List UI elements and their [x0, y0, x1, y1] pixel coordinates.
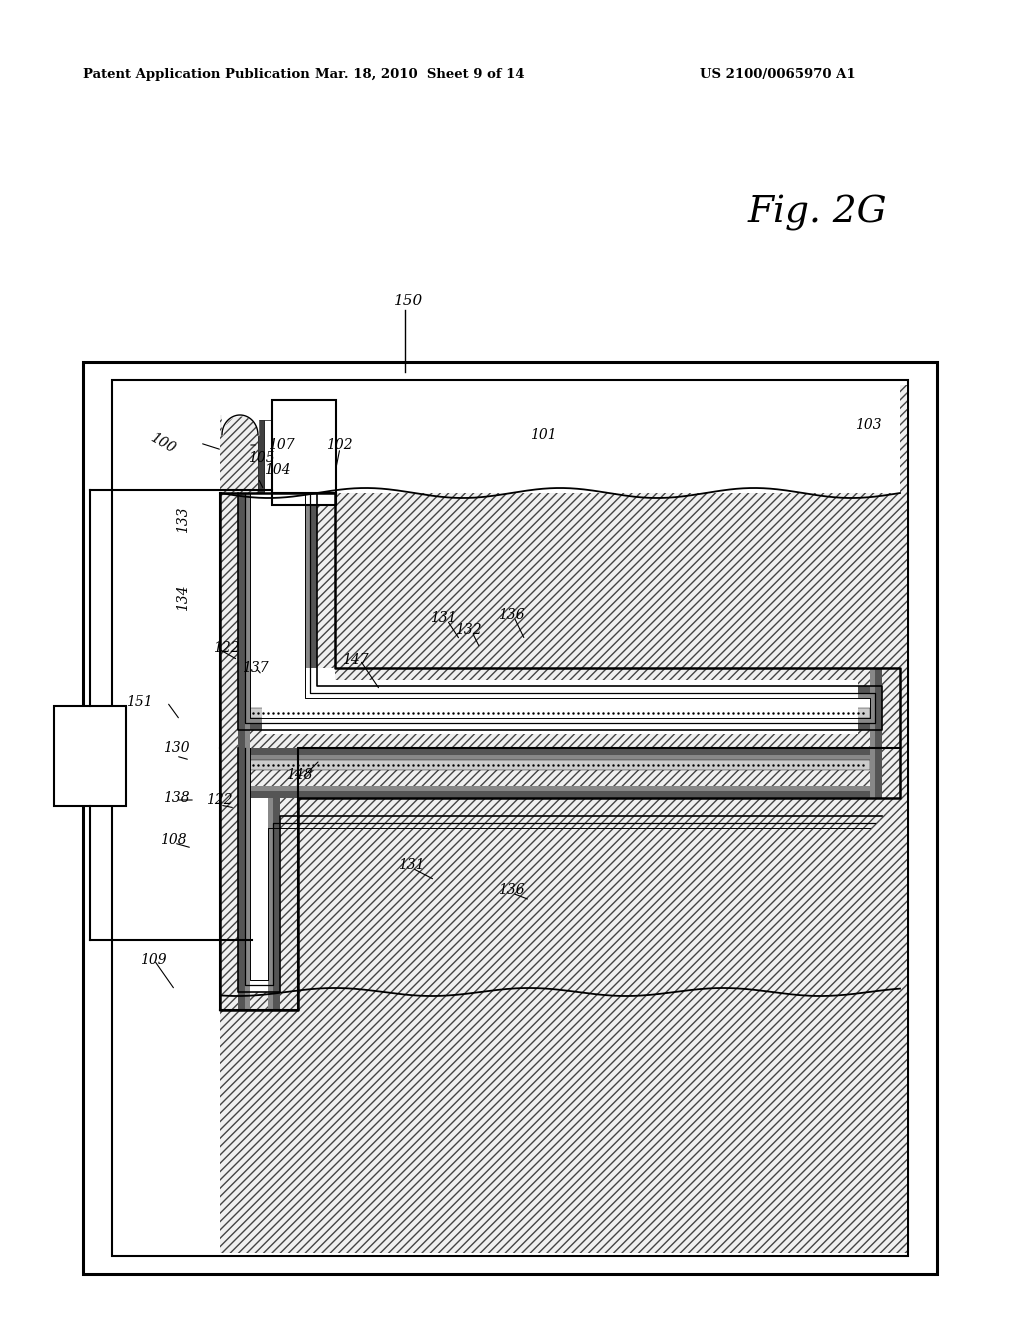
- Bar: [238, 668, 245, 748]
- Text: 131: 131: [398, 858, 425, 873]
- Bar: [882, 668, 900, 748]
- Text: 150: 150: [394, 294, 423, 308]
- Text: 105: 105: [248, 451, 274, 465]
- Bar: [870, 748, 874, 799]
- Bar: [874, 748, 882, 799]
- Bar: [238, 492, 245, 668]
- Bar: [220, 799, 238, 1010]
- Text: 102: 102: [326, 438, 352, 451]
- Bar: [335, 668, 900, 686]
- Text: 132: 132: [455, 623, 481, 638]
- Bar: [220, 748, 238, 799]
- Text: 137: 137: [242, 661, 268, 675]
- Text: 147: 147: [342, 653, 369, 667]
- Text: 134: 134: [176, 585, 190, 611]
- Bar: [870, 668, 874, 748]
- Text: 103: 103: [855, 418, 882, 432]
- Bar: [262, 680, 858, 734]
- Text: 100: 100: [148, 430, 178, 455]
- Bar: [220, 492, 238, 686]
- Text: Mar. 18, 2010  Sheet 9 of 14: Mar. 18, 2010 Sheet 9 of 14: [315, 69, 525, 81]
- Bar: [238, 791, 882, 799]
- Text: 122: 122: [206, 793, 232, 807]
- Bar: [220, 385, 900, 492]
- Bar: [305, 492, 310, 668]
- Bar: [250, 760, 870, 770]
- Bar: [335, 693, 882, 698]
- Bar: [220, 492, 335, 668]
- Text: 151: 151: [126, 696, 153, 709]
- Text: 131: 131: [430, 611, 457, 624]
- Bar: [117, 385, 907, 1253]
- Text: 136: 136: [498, 609, 524, 622]
- Bar: [298, 748, 900, 799]
- Text: 108: 108: [160, 833, 186, 847]
- Bar: [238, 718, 882, 723]
- Bar: [117, 385, 220, 1253]
- Text: 122: 122: [213, 642, 240, 655]
- Bar: [238, 723, 882, 730]
- Bar: [250, 708, 870, 718]
- Bar: [220, 668, 238, 748]
- Bar: [238, 785, 882, 791]
- Bar: [317, 492, 335, 668]
- Bar: [245, 748, 250, 799]
- Bar: [238, 748, 245, 799]
- Bar: [273, 799, 280, 1010]
- Bar: [54, 706, 126, 807]
- Text: Patent Application Publication: Patent Application Publication: [83, 69, 309, 81]
- Text: 104: 104: [264, 463, 291, 477]
- Text: 101: 101: [530, 428, 557, 442]
- Bar: [220, 414, 258, 492]
- Text: Fig. 2G: Fig. 2G: [748, 195, 888, 231]
- Bar: [245, 492, 250, 668]
- Text: 136: 136: [498, 883, 524, 898]
- Text: 133: 133: [176, 507, 190, 533]
- Bar: [264, 420, 272, 492]
- Bar: [258, 420, 264, 492]
- Bar: [882, 748, 900, 799]
- Bar: [245, 668, 250, 748]
- Bar: [280, 799, 298, 1010]
- Bar: [83, 362, 937, 1274]
- Text: 109: 109: [140, 953, 167, 968]
- Text: 138: 138: [163, 791, 189, 805]
- Bar: [238, 730, 900, 748]
- Bar: [220, 993, 298, 1010]
- Bar: [335, 686, 882, 693]
- Bar: [238, 748, 882, 755]
- Bar: [245, 799, 250, 1010]
- Bar: [874, 668, 882, 748]
- Bar: [220, 668, 900, 748]
- Bar: [310, 492, 317, 668]
- Bar: [220, 799, 298, 1010]
- Bar: [268, 799, 273, 1010]
- Text: US 2100/0065970 A1: US 2100/0065970 A1: [700, 69, 856, 81]
- Bar: [272, 400, 336, 506]
- Bar: [238, 755, 882, 760]
- Bar: [238, 799, 245, 1010]
- Bar: [112, 380, 908, 1257]
- Text: 107: 107: [268, 438, 295, 451]
- Text: 130: 130: [163, 741, 189, 755]
- Text: 148: 148: [286, 768, 312, 781]
